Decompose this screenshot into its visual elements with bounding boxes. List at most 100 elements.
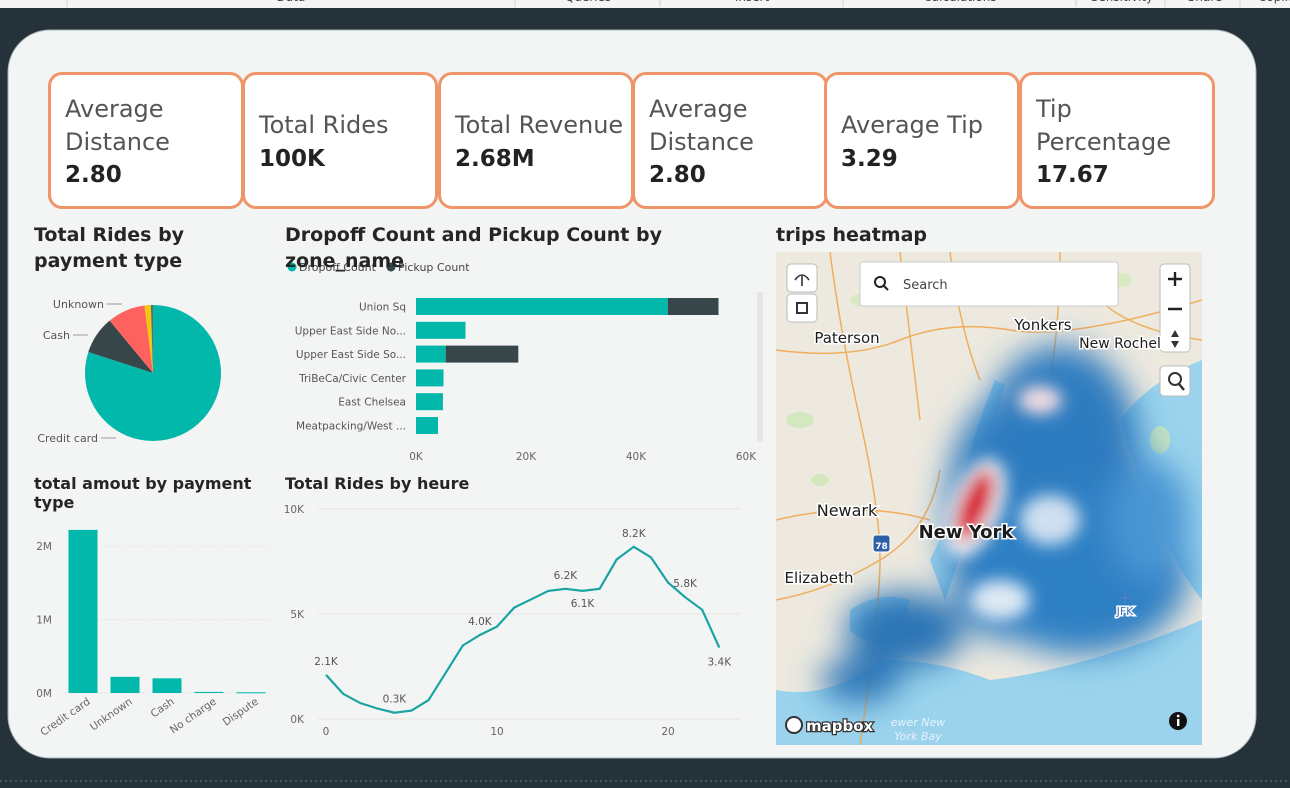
map-shape-shape[interactable] (776, 509, 931, 521)
ribbon-tab: Copilot (1258, 0, 1290, 4)
ribbon-tab: Share (1188, 0, 1223, 4)
map-shape-shape[interactable] (776, 620, 1202, 745)
kpi-label: Total Revenue (455, 111, 624, 140)
y-tick-label: 0M (36, 688, 52, 700)
pie-slice (144, 305, 153, 373)
map[interactable]: Search Paterson Yonkers New Rochel Newark New… (776, 252, 1202, 745)
place-label: Paterson (814, 329, 879, 347)
water-label: York Bay (894, 730, 942, 743)
y-tick-label: Upper East Side No... (295, 325, 406, 337)
kpi-value: 17.67 (1036, 161, 1109, 188)
map-shape-shape[interactable] (776, 299, 1202, 355)
map-controls-shape[interactable] (1176, 714, 1180, 718)
bar-segment (416, 321, 466, 339)
bar (152, 678, 182, 693)
pie-label: Cash (43, 329, 70, 342)
y-tick-label: Union Sq (359, 302, 406, 314)
y-tick-label: 1M (36, 615, 52, 627)
chart-title: Dropoff Count and Pickup Count by zone_n… (285, 224, 662, 272)
legend-label: Pickup Count (398, 261, 470, 274)
map-controls-shape[interactable] (1159, 365, 1191, 397)
map-shape-shape[interactable] (970, 580, 1030, 620)
data-label: 0.3K (383, 694, 408, 706)
kpi-value: 2.80 (65, 161, 122, 188)
scrollbar-track (757, 292, 763, 442)
kpi-card: Tip Percentage 17.67 (1019, 72, 1215, 209)
map-controls-shape[interactable] (859, 261, 1119, 307)
map-controls-shape[interactable] (794, 274, 810, 286)
kpi-label: Average Distance (649, 95, 754, 156)
kpi-label: Average Distance (65, 95, 170, 156)
map-shape-shape[interactable] (786, 412, 814, 428)
map-shape-shape[interactable] (811, 474, 829, 486)
water-label: ewer New (891, 716, 946, 729)
data-label: 3.4K (708, 657, 733, 669)
kpi-label: Average Tip (841, 111, 984, 140)
map-shape-shape[interactable] (947, 464, 1003, 546)
ribbon-separators (66, 0, 1241, 7)
map-shape-shape[interactable] (1110, 460, 1190, 580)
chart-title: total amout by payment type (34, 474, 252, 512)
map-controls-shape[interactable] (785, 716, 803, 734)
kpi-value: 100K (259, 145, 325, 172)
y-tick-label: 5K (290, 609, 305, 621)
y-tick-label: 2M (36, 541, 52, 553)
map-shape-shape[interactable] (845, 592, 965, 668)
map-controls-shape[interactable] (1178, 383, 1185, 391)
map-controls-shape[interactable] (1171, 330, 1179, 348)
place-label: Elizabeth (784, 569, 853, 587)
pie-label: Credit card (37, 432, 98, 445)
map-controls-shape[interactable] (883, 285, 889, 291)
data-label: 4.0K (468, 616, 493, 628)
bar-segment (416, 393, 443, 411)
bar-segment (667, 298, 719, 315)
map-title: trips heatmap (776, 224, 928, 246)
map-controls[interactable] (785, 261, 1191, 734)
map-controls-shape[interactable] (1168, 372, 1182, 386)
data-label: 5.8K (673, 578, 698, 590)
place-label: JFK (1116, 605, 1135, 618)
place-label: New York (919, 522, 1015, 543)
bar (194, 691, 224, 693)
bar (68, 529, 98, 693)
legend-marker (386, 262, 396, 272)
map-controls-shape[interactable] (1119, 592, 1131, 604)
bar (236, 692, 266, 694)
ribbon-tab: Calculations (923, 0, 996, 4)
x-tick-label: 10 (490, 726, 503, 738)
bar-segment (416, 417, 438, 434)
map-controls-shape[interactable] (874, 276, 886, 288)
map-controls-shape[interactable] (872, 534, 891, 553)
y-tick-label: Meatpacking/West ... (296, 421, 406, 433)
pie-slice (109, 305, 153, 373)
map-controls-shape[interactable] (1168, 272, 1182, 311)
ribbon-tab: Data (277, 0, 306, 4)
data-label: 2.1K (314, 656, 339, 668)
x-tick-label: 0K (409, 451, 424, 463)
map-shape-shape[interactable] (820, 658, 900, 702)
map-shape-shape[interactable] (1020, 495, 1080, 545)
x-tick-label: 0 (323, 726, 330, 738)
map-controls-shape[interactable] (786, 293, 818, 323)
kpi-card: Total Revenue 2.68M (438, 72, 634, 209)
bar-segment (445, 345, 519, 363)
map-controls-shape[interactable] (1177, 719, 1180, 726)
bar (110, 676, 140, 693)
map-controls-shape[interactable] (796, 302, 808, 314)
pie-slice (150, 305, 153, 373)
attribution: mapbox (806, 717, 874, 735)
ribbon-tab: Sensitivity (1091, 0, 1153, 4)
highway-shield: 78 (875, 542, 888, 552)
map-shape-shape[interactable] (1150, 426, 1170, 454)
bar-segment (416, 298, 668, 315)
map-shape-shape[interactable] (776, 469, 941, 601)
bar-segment (416, 369, 444, 387)
place-label: Newark (817, 501, 878, 520)
kpi-label: Tip Percentage (1036, 95, 1172, 156)
map-shape[interactable] (931, 386, 1080, 620)
legend-label: Dropoff Count (299, 261, 377, 274)
map-shape-shape[interactable] (1018, 386, 1062, 414)
